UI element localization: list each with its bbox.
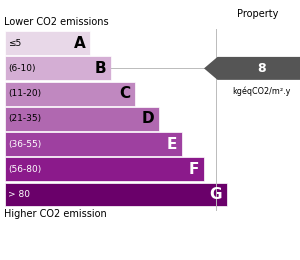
Text: Lower CO2 emissions: Lower CO2 emissions	[4, 17, 109, 27]
Text: (56-80): (56-80)	[8, 165, 41, 174]
Text: D: D	[142, 111, 155, 126]
Bar	[4, 31, 90, 55]
Text: E: E	[167, 136, 177, 152]
Text: ≤5: ≤5	[8, 39, 21, 48]
Text: 8: 8	[257, 62, 266, 75]
Text: G: G	[209, 187, 222, 202]
Text: (36-55): (36-55)	[8, 140, 41, 148]
Text: Property: Property	[237, 9, 279, 19]
Text: B: B	[95, 61, 106, 76]
Text: kgéqCO2/m².y: kgéqCO2/m².y	[232, 86, 291, 96]
Bar	[4, 183, 226, 206]
Bar	[4, 107, 159, 131]
Bar	[4, 157, 204, 181]
Bar	[4, 132, 182, 156]
Text: (6-10): (6-10)	[8, 64, 36, 73]
Text: C: C	[119, 86, 130, 101]
Bar	[4, 56, 111, 80]
Text: > 80: > 80	[8, 190, 30, 199]
Text: Higher CO2 emission: Higher CO2 emission	[4, 209, 107, 219]
Text: A: A	[74, 36, 85, 51]
Polygon shape	[204, 57, 300, 80]
Text: (11-20): (11-20)	[8, 89, 41, 98]
Text: (21-35): (21-35)	[8, 114, 41, 123]
Text: F: F	[189, 162, 200, 177]
Bar	[4, 82, 135, 106]
